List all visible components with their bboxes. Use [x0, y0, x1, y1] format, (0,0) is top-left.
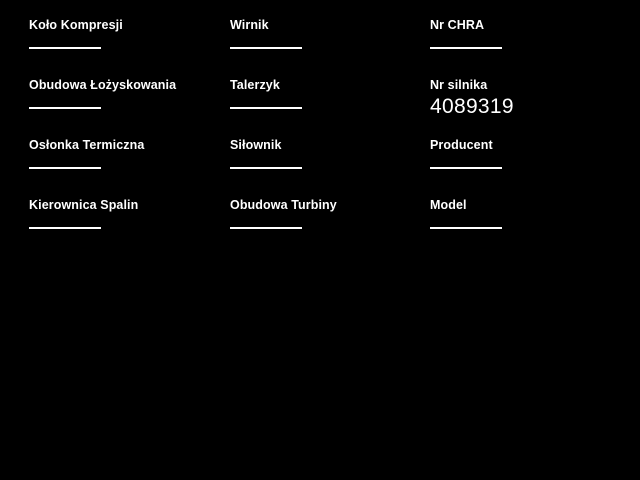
field-kolo-kompresji[interactable]: Koło Kompresji	[29, 18, 219, 49]
field-wirnik[interactable]: Wirnik	[230, 18, 420, 49]
field-nr-chra[interactable]: Nr CHRA	[430, 18, 620, 49]
field-label: Koło Kompresji	[29, 18, 123, 32]
field-label: Wirnik	[230, 18, 269, 32]
field-underline[interactable]	[430, 47, 502, 49]
field-producent[interactable]: Producent	[430, 138, 620, 169]
field-underline[interactable]	[29, 167, 101, 169]
field-label: Nr silnika	[430, 78, 488, 92]
field-label: Model	[430, 198, 467, 212]
field-oslonka-termiczna[interactable]: Osłonka Termiczna	[29, 138, 219, 169]
field-label: Siłownik	[230, 138, 282, 152]
field-underline[interactable]	[230, 227, 302, 229]
field-label: Osłonka Termiczna	[29, 138, 145, 152]
field-model[interactable]: Model	[430, 198, 620, 229]
field-underline[interactable]	[230, 107, 302, 109]
field-obudowa-turbiny[interactable]: Obudowa Turbiny	[230, 198, 420, 229]
field-underline[interactable]	[230, 47, 302, 49]
field-underline[interactable]	[430, 167, 502, 169]
field-label: Obudowa Łożyskowania	[29, 78, 177, 92]
field-nr-silnika[interactable]: Nr silnika 4089319	[430, 78, 620, 119]
field-label: Talerzyk	[230, 78, 280, 92]
field-kierownica-spalin[interactable]: Kierownica Spalin	[29, 198, 219, 229]
field-value[interactable]: 4089319	[430, 95, 514, 118]
field-underline[interactable]	[29, 107, 101, 109]
field-underline[interactable]	[29, 227, 101, 229]
field-obudowa-lozyskowania[interactable]: Obudowa Łożyskowania	[29, 78, 219, 109]
field-label: Kierownica Spalin	[29, 198, 139, 212]
field-underline[interactable]	[29, 47, 101, 49]
field-label: Producent	[430, 138, 493, 152]
field-underline[interactable]	[230, 167, 302, 169]
field-label: Obudowa Turbiny	[230, 198, 337, 212]
field-talerzyk[interactable]: Talerzyk	[230, 78, 420, 109]
field-silownik[interactable]: Siłownik	[230, 138, 420, 169]
field-label: Nr CHRA	[430, 18, 485, 32]
field-underline[interactable]	[430, 227, 502, 229]
